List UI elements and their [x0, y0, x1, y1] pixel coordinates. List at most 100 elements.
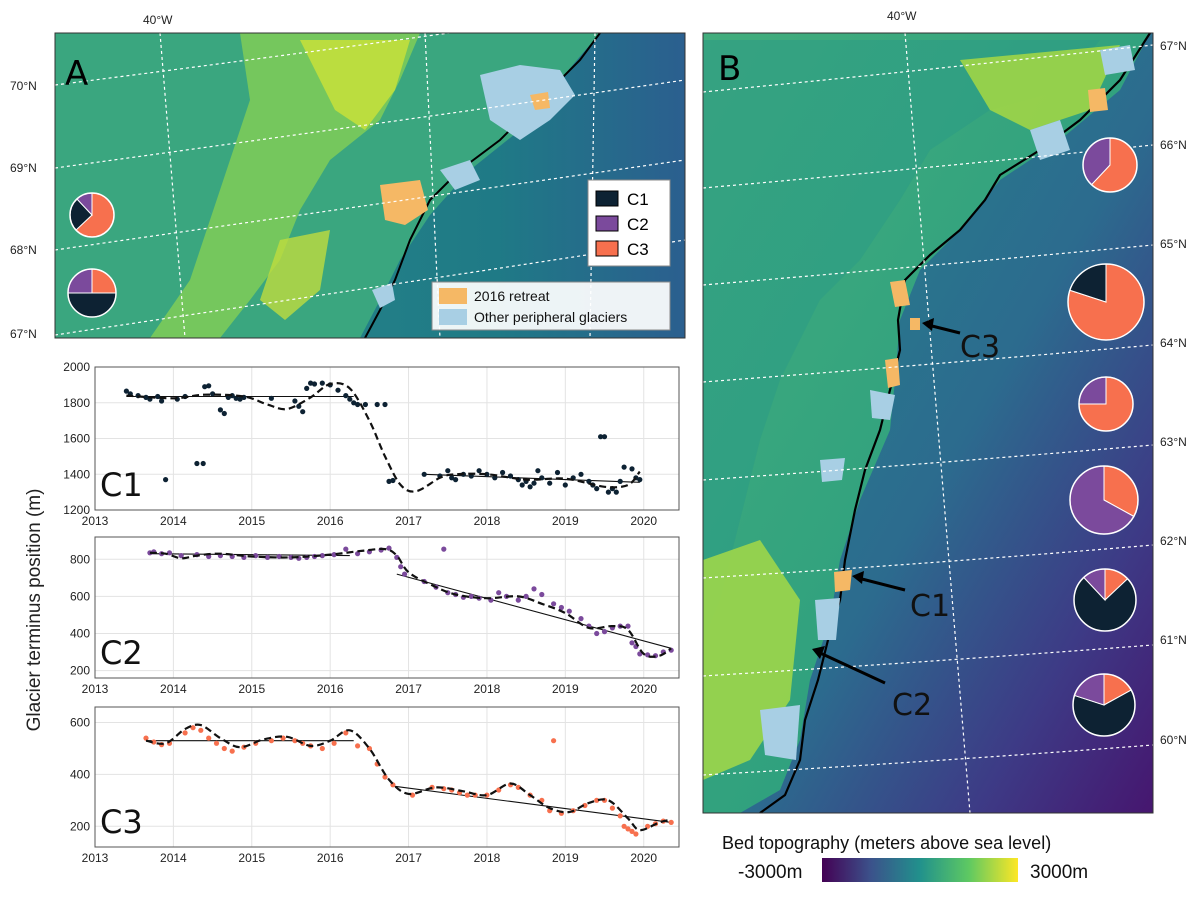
callout-arrow-c2 — [817, 650, 886, 685]
pies-b — [1067, 137, 1145, 737]
y-tick-label: 1400 — [63, 467, 90, 481]
data-point — [468, 593, 474, 600]
pie-b-645 — [1067, 263, 1145, 341]
data-point — [319, 745, 325, 752]
data-point — [617, 478, 623, 484]
lat-label-b-61: 61°N — [1160, 633, 1187, 647]
x-tick-label: 2017 — [395, 851, 422, 865]
map-panel-a: A 40°W 70°N 69°N 68°N 67°N C1 C2 C3 2016… — [10, 13, 686, 341]
data-point — [386, 478, 392, 484]
data-point — [633, 831, 639, 837]
data-point — [233, 395, 239, 401]
callout-label-c3: C3 — [960, 330, 1000, 365]
data-point — [562, 482, 568, 488]
data-point — [163, 477, 169, 483]
data-point — [625, 623, 631, 629]
data-point — [535, 468, 541, 474]
frame-a — [54, 32, 686, 339]
trend-line-post — [424, 473, 640, 483]
data-point — [496, 590, 502, 596]
data-point — [445, 468, 451, 474]
highland-b2 — [960, 45, 1120, 130]
peripheral-glaciers-b — [760, 45, 1135, 760]
data-point — [515, 597, 521, 603]
callout-label-c1: C1 — [910, 589, 950, 624]
highland-a2 — [300, 40, 410, 130]
x-tick-label: 2016 — [317, 682, 344, 696]
x-tick-label: 2014 — [160, 682, 187, 696]
peripheral-glaciers-a3 — [372, 283, 395, 308]
data-point — [221, 745, 227, 752]
data-point — [355, 401, 361, 408]
panel-label-b: B — [718, 49, 741, 89]
data-point — [594, 486, 600, 492]
retreat-glaciers-b — [834, 88, 1108, 592]
data-point — [319, 380, 325, 386]
lat-label-b-65: 65°N — [1160, 237, 1187, 251]
data-point — [288, 554, 294, 561]
peripheral-glaciers-a2 — [440, 160, 480, 190]
data-point — [523, 593, 529, 600]
pie-a-upper — [69, 192, 115, 238]
data-point — [268, 395, 274, 401]
x-tick-label: 2019 — [552, 851, 579, 865]
colorbar-max-label: 3000m — [1030, 862, 1088, 883]
y-tick-label: 400 — [70, 626, 90, 640]
pie-b-635-outline — [1078, 376, 1134, 432]
callout-label-c2: C2 — [892, 688, 932, 723]
y-tick-label: 600 — [70, 589, 90, 603]
legend-swatch-retreat — [439, 288, 467, 304]
lat-label-a-67: 67°N — [10, 327, 37, 341]
data-point — [496, 787, 502, 793]
data-point — [621, 464, 627, 470]
data-point — [268, 738, 274, 744]
pie-b-66-outline — [1082, 137, 1138, 193]
pie-b-625 — [1069, 465, 1139, 535]
cluster-legend: C1 C2 C3 — [587, 179, 671, 267]
pie-a-upper-outline — [69, 192, 115, 238]
frame-b — [702, 32, 1154, 814]
pie-b-66 — [1082, 137, 1138, 193]
data-point — [300, 409, 306, 415]
data-point — [484, 471, 490, 477]
lat-label-b-67: 67°N — [1160, 39, 1187, 53]
y-tick-label: 1800 — [63, 396, 90, 410]
x-tick-label: 2014 — [160, 514, 187, 528]
legend-label-peripheral: Other peripheral glaciers — [474, 309, 627, 325]
inland-area-b — [703, 40, 1100, 640]
data-point — [200, 460, 206, 467]
x-tick-label: 2019 — [552, 514, 579, 528]
data-point — [331, 552, 337, 558]
pie-b-615-outline — [1073, 568, 1137, 632]
x-tick-label: 2016 — [317, 851, 344, 865]
lon-label-b: 40°W — [887, 9, 917, 23]
data-point — [343, 393, 349, 399]
data-point — [190, 725, 196, 731]
data-point — [629, 640, 635, 646]
x-tick-label: 2014 — [160, 851, 187, 865]
x-tick-label: 2018 — [474, 514, 501, 528]
x-tick-label: 2013 — [82, 851, 109, 865]
data-point — [484, 792, 490, 798]
data-point — [609, 805, 616, 811]
data-point — [554, 469, 561, 476]
data-point — [217, 407, 223, 413]
x-tick-label: 2015 — [238, 682, 265, 696]
data-point — [198, 727, 204, 733]
colorbar-title: Bed topography (meters above sea level) — [722, 833, 1051, 853]
data-point — [386, 545, 392, 551]
data-point — [625, 826, 631, 832]
chart-title-c3: C3 — [100, 803, 143, 841]
pie-b-625-outline — [1069, 465, 1139, 535]
callout-arrowhead-c2 — [812, 646, 825, 659]
data-point — [335, 387, 341, 393]
x-tick-label: 2017 — [395, 514, 422, 528]
data-point — [601, 434, 608, 440]
data-point — [594, 630, 600, 637]
data-point — [229, 748, 235, 754]
data-point — [276, 553, 282, 560]
data-point — [551, 601, 557, 607]
smoothed-fit-line — [145, 723, 672, 832]
legend-label-c3: C3 — [627, 240, 649, 259]
y-tick-label: 600 — [70, 716, 90, 730]
